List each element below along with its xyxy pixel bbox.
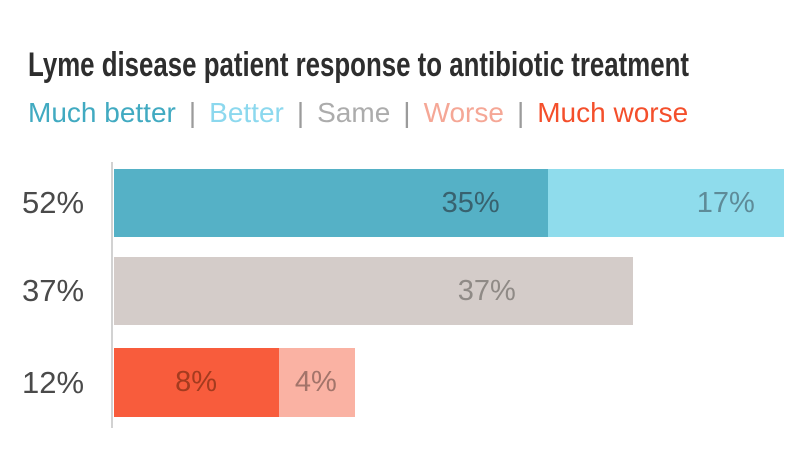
row-total-label: 37%	[21, 273, 85, 308]
legend-separator: |	[403, 97, 411, 128]
legend-item-better: Better	[209, 97, 284, 128]
bar-value-label: 17%	[696, 187, 755, 219]
chart-title: Lyme disease patient response to antibio…	[28, 46, 690, 84]
legend-item-much-worse: Much worse	[537, 97, 689, 128]
bar-row-worse-overall: 8% 4%	[114, 348, 787, 417]
bar-segment-much-better	[114, 169, 549, 237]
legend-item-much-better: Much better	[28, 97, 176, 128]
legend-separator: |	[516, 97, 525, 128]
legend-separator: |	[188, 97, 197, 128]
plot-area: 35% 17% 37% 8% 4%	[114, 162, 787, 428]
bar-segment-much-worse	[114, 348, 279, 417]
legend-separator: |	[296, 97, 305, 128]
bar-row-same: 37%	[114, 257, 787, 325]
bar-row-better-overall: 35% 17%	[114, 169, 787, 237]
y-axis-line	[111, 162, 113, 428]
bar-value-label: 8%	[175, 366, 218, 398]
row-total-label: 52%	[21, 185, 85, 220]
bar-value-label: 4%	[294, 366, 337, 398]
legend-item-worse: Worse	[423, 97, 504, 128]
bar-segment-same	[114, 257, 633, 325]
bar-value-label: 35%	[441, 187, 500, 219]
bar-segment-worse	[278, 348, 355, 417]
row-total-label: 12%	[21, 365, 85, 400]
bar-value-label: 37%	[457, 275, 516, 307]
bar-segment-better	[548, 169, 785, 237]
legend-item-same: Same	[317, 97, 391, 128]
chart-legend: Much better | Better | Same | Worse | Much worse	[28, 97, 688, 129]
